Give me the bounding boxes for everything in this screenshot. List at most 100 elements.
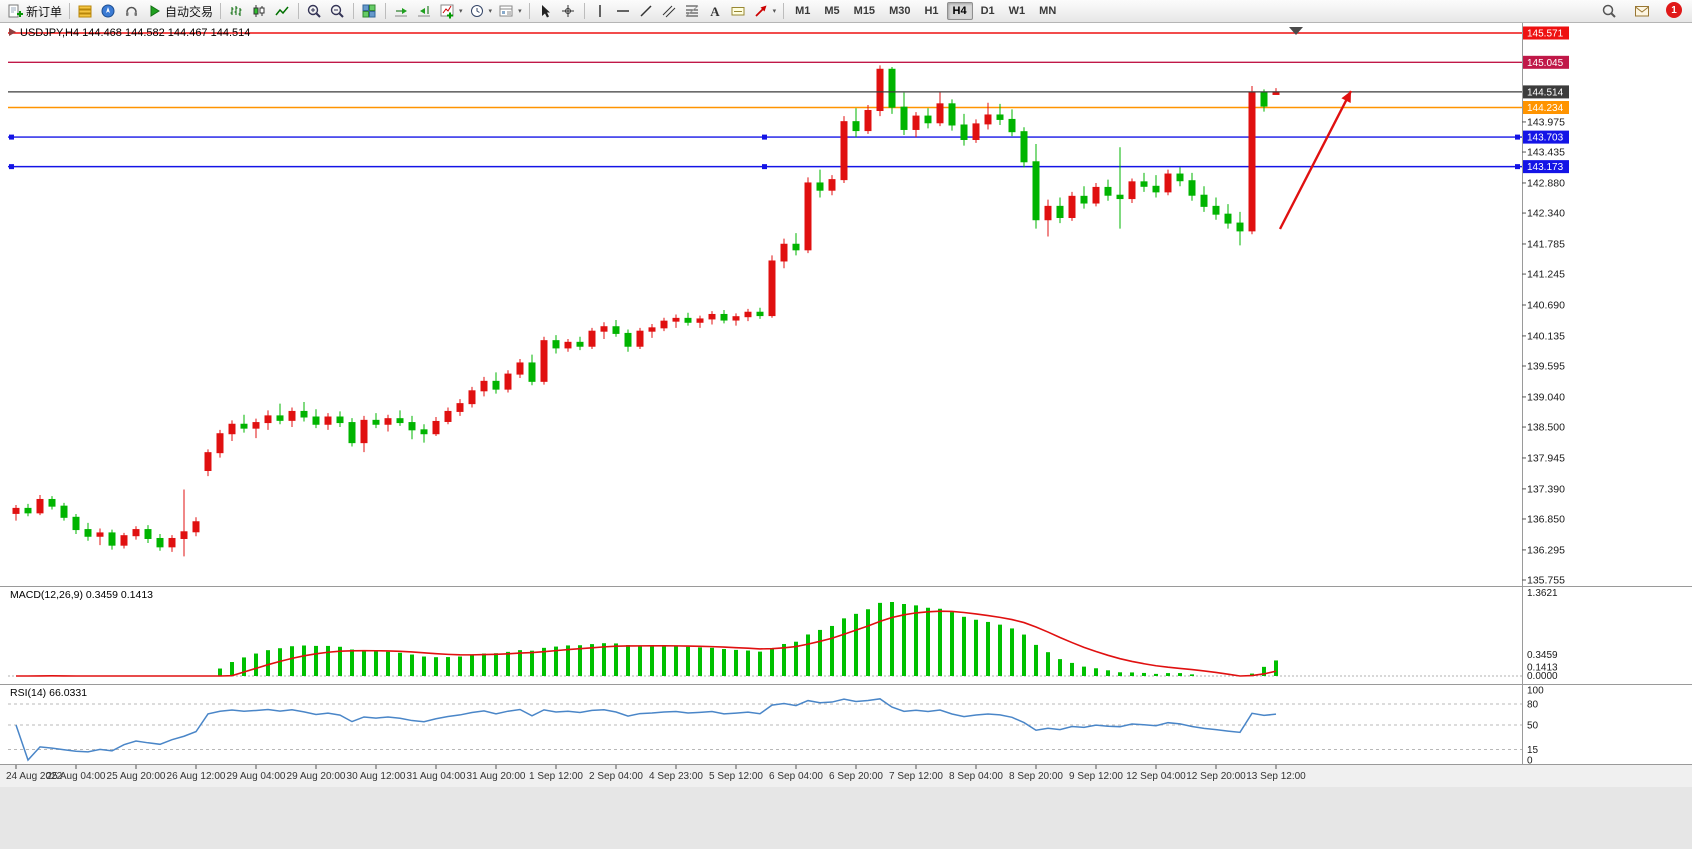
crosshair-button[interactable] [557, 1, 580, 21]
candle-bear [996, 114, 1004, 120]
timeframe-m5-button[interactable]: M5 [824, 5, 840, 17]
timeframe-m15-button[interactable]: M15 [853, 5, 876, 17]
support-button[interactable] [120, 1, 143, 21]
timeframe-w1-button[interactable]: W1 [1008, 5, 1026, 17]
candle-bull [36, 498, 44, 514]
candle-bull [516, 362, 524, 375]
line-chart-button[interactable] [271, 1, 294, 21]
candle-bull [708, 313, 716, 320]
market-watch-button[interactable] [74, 1, 97, 21]
templates-icon [499, 5, 513, 16]
vertical-line-icon [598, 4, 601, 17]
new-order-button[interactable]: 新订单 [4, 1, 65, 21]
bar-chart-icon [230, 5, 242, 16]
svg-text:141.785: 141.785 [1527, 238, 1565, 250]
toolbar-separator [783, 3, 785, 19]
one-click-trading-icon[interactable] [9, 28, 16, 36]
price-line-label [1523, 55, 1569, 69]
line-handle[interactable] [762, 134, 767, 140]
timeframe-m1-button[interactable]: M1 [795, 5, 811, 17]
crosshair-icon [561, 4, 574, 17]
candle-bear [960, 124, 968, 140]
candle-bull [804, 182, 812, 251]
candle-bear [684, 317, 692, 323]
text-button[interactable]: A [704, 1, 727, 21]
tile-windows-button[interactable] [358, 1, 381, 21]
chart-canvas[interactable]: 143.975 143.435 142.880 142.340 141.785 141.2… [0, 23, 1692, 849]
arrows-icon [754, 5, 767, 17]
candle-bear [1140, 181, 1148, 187]
rsi-line [15, 698, 1277, 762]
timeframe-d1-button[interactable]: D1 [980, 5, 995, 17]
candle-bull [1068, 195, 1076, 219]
candle-bear [1032, 161, 1040, 221]
candle-bull [1044, 205, 1052, 221]
chart-shift-button[interactable] [413, 1, 436, 21]
timeframe-mn-button[interactable]: MN [1039, 5, 1057, 17]
chart-shift-marker[interactable] [1289, 27, 1303, 35]
channel-button[interactable] [658, 1, 681, 21]
svg-text:80: 80 [1527, 700, 1539, 711]
fibonacci-icon [685, 5, 698, 16]
arrow-tools-button[interactable]: ▾ [750, 1, 780, 21]
price-line-label [1523, 85, 1569, 99]
market-watch-icon [78, 5, 92, 17]
time-scale[interactable] [0, 765, 1692, 787]
candlestick-chart-button[interactable] [248, 1, 271, 21]
mail-button[interactable] [1631, 1, 1654, 21]
indicators-button[interactable]: ▾ [436, 1, 466, 21]
text-label-button[interactable] [727, 1, 750, 21]
candle-bear [348, 422, 356, 444]
candle-bull [444, 410, 452, 422]
candle-bear [1008, 118, 1016, 133]
toolbar-separator [220, 3, 222, 19]
price-scale-labels: 143.975 143.435 142.880 142.340 141.785 141.2… [1522, 26, 1569, 587]
autotrading-button[interactable]: 自动交易 [143, 1, 216, 21]
toolbar: 新订单 自动交易 ▾ ▾ ▾ A ▾ M1 M5 M15 M30 H1 H4 D1 W1 MN [0, 0, 1692, 23]
svg-text:143.703: 143.703 [1527, 133, 1564, 144]
hline-objects[interactable] [8, 32, 1522, 170]
candle-bull [864, 110, 872, 132]
line-handle[interactable] [762, 164, 767, 170]
svg-text:144.514: 144.514 [1527, 87, 1564, 98]
chart-title: USDJPY,H4 144.468 144.582 144.467 144.51… [20, 27, 251, 39]
timeframe-h1-button[interactable]: H1 [924, 5, 939, 17]
candle-bear [756, 311, 764, 317]
price-scale[interactable] [1523, 23, 1692, 765]
line-handle[interactable] [9, 164, 14, 170]
auto-scroll-button[interactable] [390, 1, 413, 21]
cursor-button[interactable] [534, 1, 557, 21]
horizontal-line-button[interactable] [612, 1, 635, 21]
candle-bull [384, 418, 392, 425]
timeframe-m30-button[interactable]: M30 [889, 5, 911, 17]
candle-bear [1116, 194, 1124, 200]
navigator-button[interactable] [97, 1, 120, 21]
timeframe-h4-button[interactable]: H4 [946, 2, 973, 20]
trendline-button[interactable] [635, 1, 658, 21]
candle-bear [888, 68, 896, 108]
line-handle[interactable] [9, 134, 14, 140]
toolbar-right [1598, 1, 1688, 21]
svg-text:6 Sep 20:00: 6 Sep 20:00 [829, 771, 883, 782]
line-handle[interactable] [1515, 134, 1520, 140]
candle-bull [912, 115, 920, 130]
svg-text:143.975: 143.975 [1527, 116, 1565, 128]
arrow-annotation[interactable] [1278, 90, 1353, 230]
notification-badge[interactable]: 1 [1666, 2, 1682, 18]
vertical-line-button[interactable] [589, 1, 612, 21]
templates-button[interactable]: ▾ [495, 1, 525, 21]
zoom-out-button[interactable] [326, 1, 349, 21]
periods-button[interactable]: ▾ [466, 1, 496, 21]
line-handle[interactable] [1515, 164, 1520, 170]
svg-text:2 Sep 04:00: 2 Sep 04:00 [589, 771, 643, 782]
candle-bull [744, 311, 752, 318]
new-order-icon [8, 4, 23, 17]
zoom-in-button[interactable] [303, 1, 326, 21]
toolbar-separator [69, 3, 71, 19]
mail-icon [1635, 5, 1649, 16]
search-button[interactable] [1598, 1, 1621, 21]
bar-chart-button[interactable] [225, 1, 248, 21]
fibonacci-button[interactable] [681, 1, 704, 21]
candle-bull [780, 243, 788, 262]
svg-text:139.040: 139.040 [1527, 391, 1565, 403]
